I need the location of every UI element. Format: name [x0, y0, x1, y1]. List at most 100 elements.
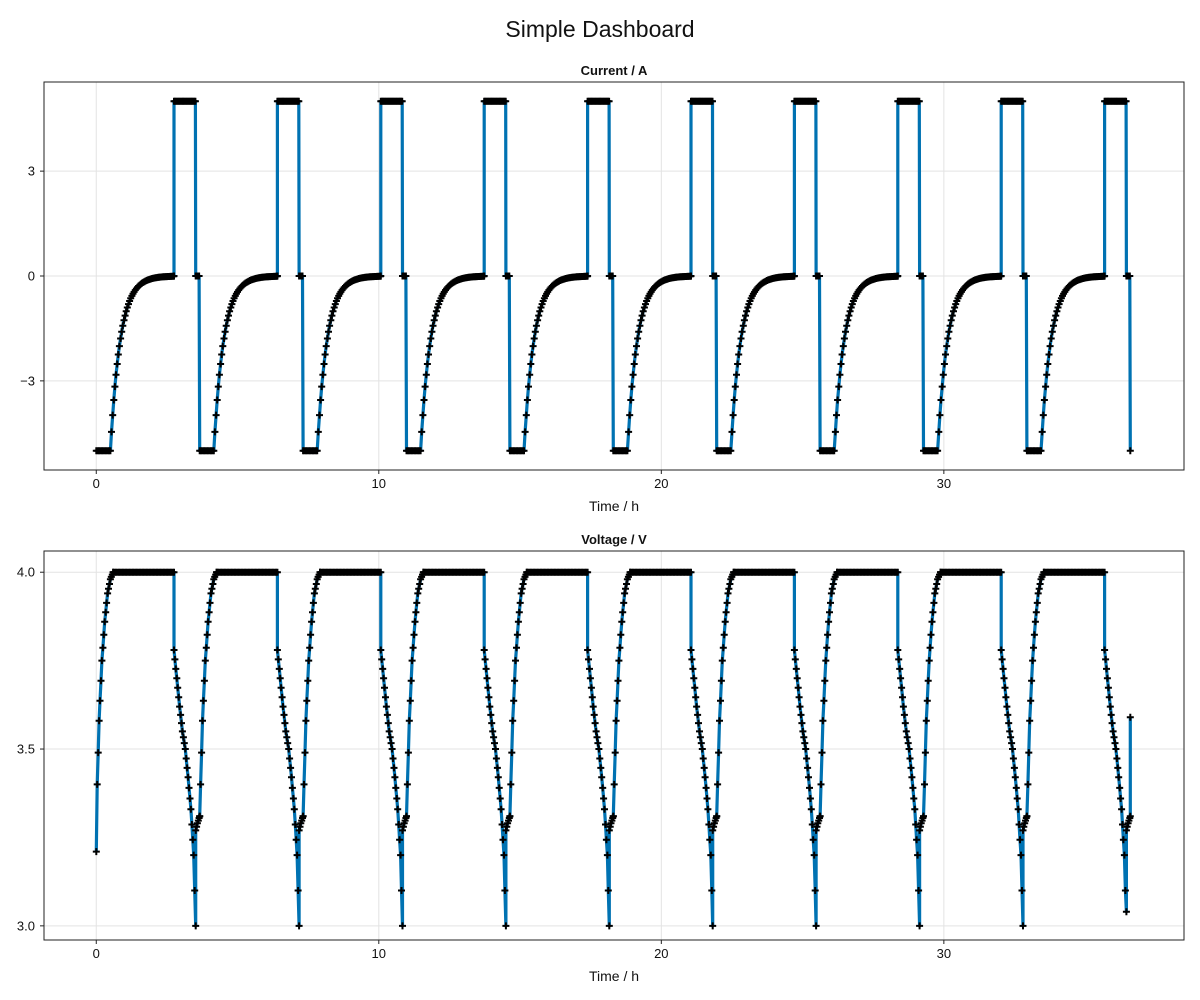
- current-point: [1044, 360, 1052, 368]
- current-point: [629, 371, 637, 379]
- voltage-point: [1111, 739, 1119, 747]
- voltage-ticks: 0 10 20 30 3.0 3.5 4.0: [17, 565, 951, 961]
- voltage-point: [390, 764, 398, 772]
- current-point: [846, 307, 854, 315]
- voltage-point: [490, 733, 498, 741]
- voltage-point: [409, 644, 417, 652]
- voltage-point: [723, 599, 731, 607]
- voltage-point: [294, 887, 302, 894]
- y-tick-label: 3.0: [17, 918, 35, 933]
- voltage-point: [1103, 665, 1110, 673]
- current-point: [1045, 351, 1053, 358]
- current-point: [120, 316, 128, 324]
- voltage-point: [897, 674, 905, 682]
- voltage-point: [827, 599, 834, 607]
- current-xlabel: Time / h: [589, 498, 639, 514]
- voltage-point: [280, 711, 288, 719]
- voltage-point: [491, 739, 498, 747]
- current-point: [1047, 335, 1055, 342]
- current-point: [523, 396, 531, 404]
- voltage-point: [290, 805, 298, 813]
- voltage-point: [703, 795, 711, 802]
- current-point: [430, 316, 438, 324]
- voltage-point: [301, 749, 309, 757]
- voltage-point: [1005, 719, 1013, 727]
- current-point: [323, 335, 331, 342]
- voltage-point: [925, 657, 933, 665]
- voltage-point: [1003, 703, 1011, 711]
- current-point: [217, 360, 225, 368]
- current-point: [322, 342, 330, 350]
- voltage-point: [379, 665, 387, 673]
- voltage-point: [908, 773, 916, 781]
- voltage-point: [188, 821, 196, 828]
- voltage-point: [97, 677, 105, 685]
- voltage-point: [999, 665, 1007, 673]
- voltage-point: [1000, 674, 1008, 682]
- voltage-point: [797, 711, 805, 719]
- voltage-panel: Voltage / V 0 10 20 30 3.0 3.5 4.0 Time / h: [17, 532, 1185, 984]
- current-point: [812, 97, 820, 105]
- current-point: [712, 272, 720, 280]
- voltage-point: [1009, 755, 1017, 762]
- voltage-point: [277, 684, 285, 692]
- current-point: [118, 328, 126, 336]
- voltage-point: [702, 784, 710, 792]
- current-point: [319, 371, 327, 379]
- voltage-point: [928, 618, 936, 626]
- voltage-point: [695, 719, 702, 727]
- voltage-point: [512, 657, 519, 665]
- current-point: [634, 335, 642, 342]
- current-markers: [92, 97, 1134, 455]
- current-point: [609, 272, 617, 280]
- voltage-point: [395, 821, 403, 828]
- voltage-point: [405, 717, 413, 725]
- x-tick-label: 30: [937, 476, 951, 491]
- voltage-point: [305, 657, 313, 665]
- current-point: [122, 307, 130, 315]
- voltage-point: [172, 665, 180, 673]
- voltage-point: [802, 745, 810, 753]
- voltage-point: [1117, 795, 1125, 802]
- voltage-point: [601, 805, 608, 813]
- current-point: [1037, 447, 1045, 455]
- voltage-point: [384, 719, 392, 727]
- voltage-point: [997, 646, 1005, 654]
- voltage-point: [921, 749, 929, 757]
- current-point: [117, 335, 125, 342]
- voltage-point: [276, 674, 284, 682]
- voltage-point: [1018, 887, 1026, 894]
- voltage-point: [1126, 713, 1134, 721]
- current-point: [428, 328, 436, 336]
- y-tick-label: 4.0: [17, 565, 35, 580]
- current-point: [525, 383, 532, 391]
- current-point: [835, 383, 843, 391]
- current-point: [1043, 371, 1051, 379]
- voltage-point: [309, 599, 317, 607]
- voltage-point: [103, 599, 111, 607]
- voltage-point: [1008, 739, 1016, 747]
- current-point: [421, 383, 429, 391]
- voltage-point: [714, 780, 722, 788]
- voltage-point: [509, 717, 517, 725]
- voltage-point: [585, 655, 592, 663]
- voltage-point: [95, 717, 103, 725]
- current-point: [316, 411, 323, 419]
- current-point: [728, 428, 736, 436]
- current-point: [919, 272, 927, 280]
- voltage-point: [278, 693, 286, 701]
- current-point: [427, 335, 435, 342]
- voltage-point: [382, 703, 390, 711]
- voltage-point: [381, 684, 388, 692]
- voltage-point: [920, 812, 927, 820]
- current-point: [191, 97, 199, 105]
- voltage-point: [507, 780, 515, 788]
- voltage-point: [513, 631, 521, 639]
- voltage-point: [176, 703, 184, 711]
- current-point: [940, 360, 948, 368]
- voltage-point: [377, 646, 385, 654]
- voltage-point: [486, 703, 494, 711]
- voltage-point: [818, 749, 826, 757]
- voltage-point: [190, 851, 198, 859]
